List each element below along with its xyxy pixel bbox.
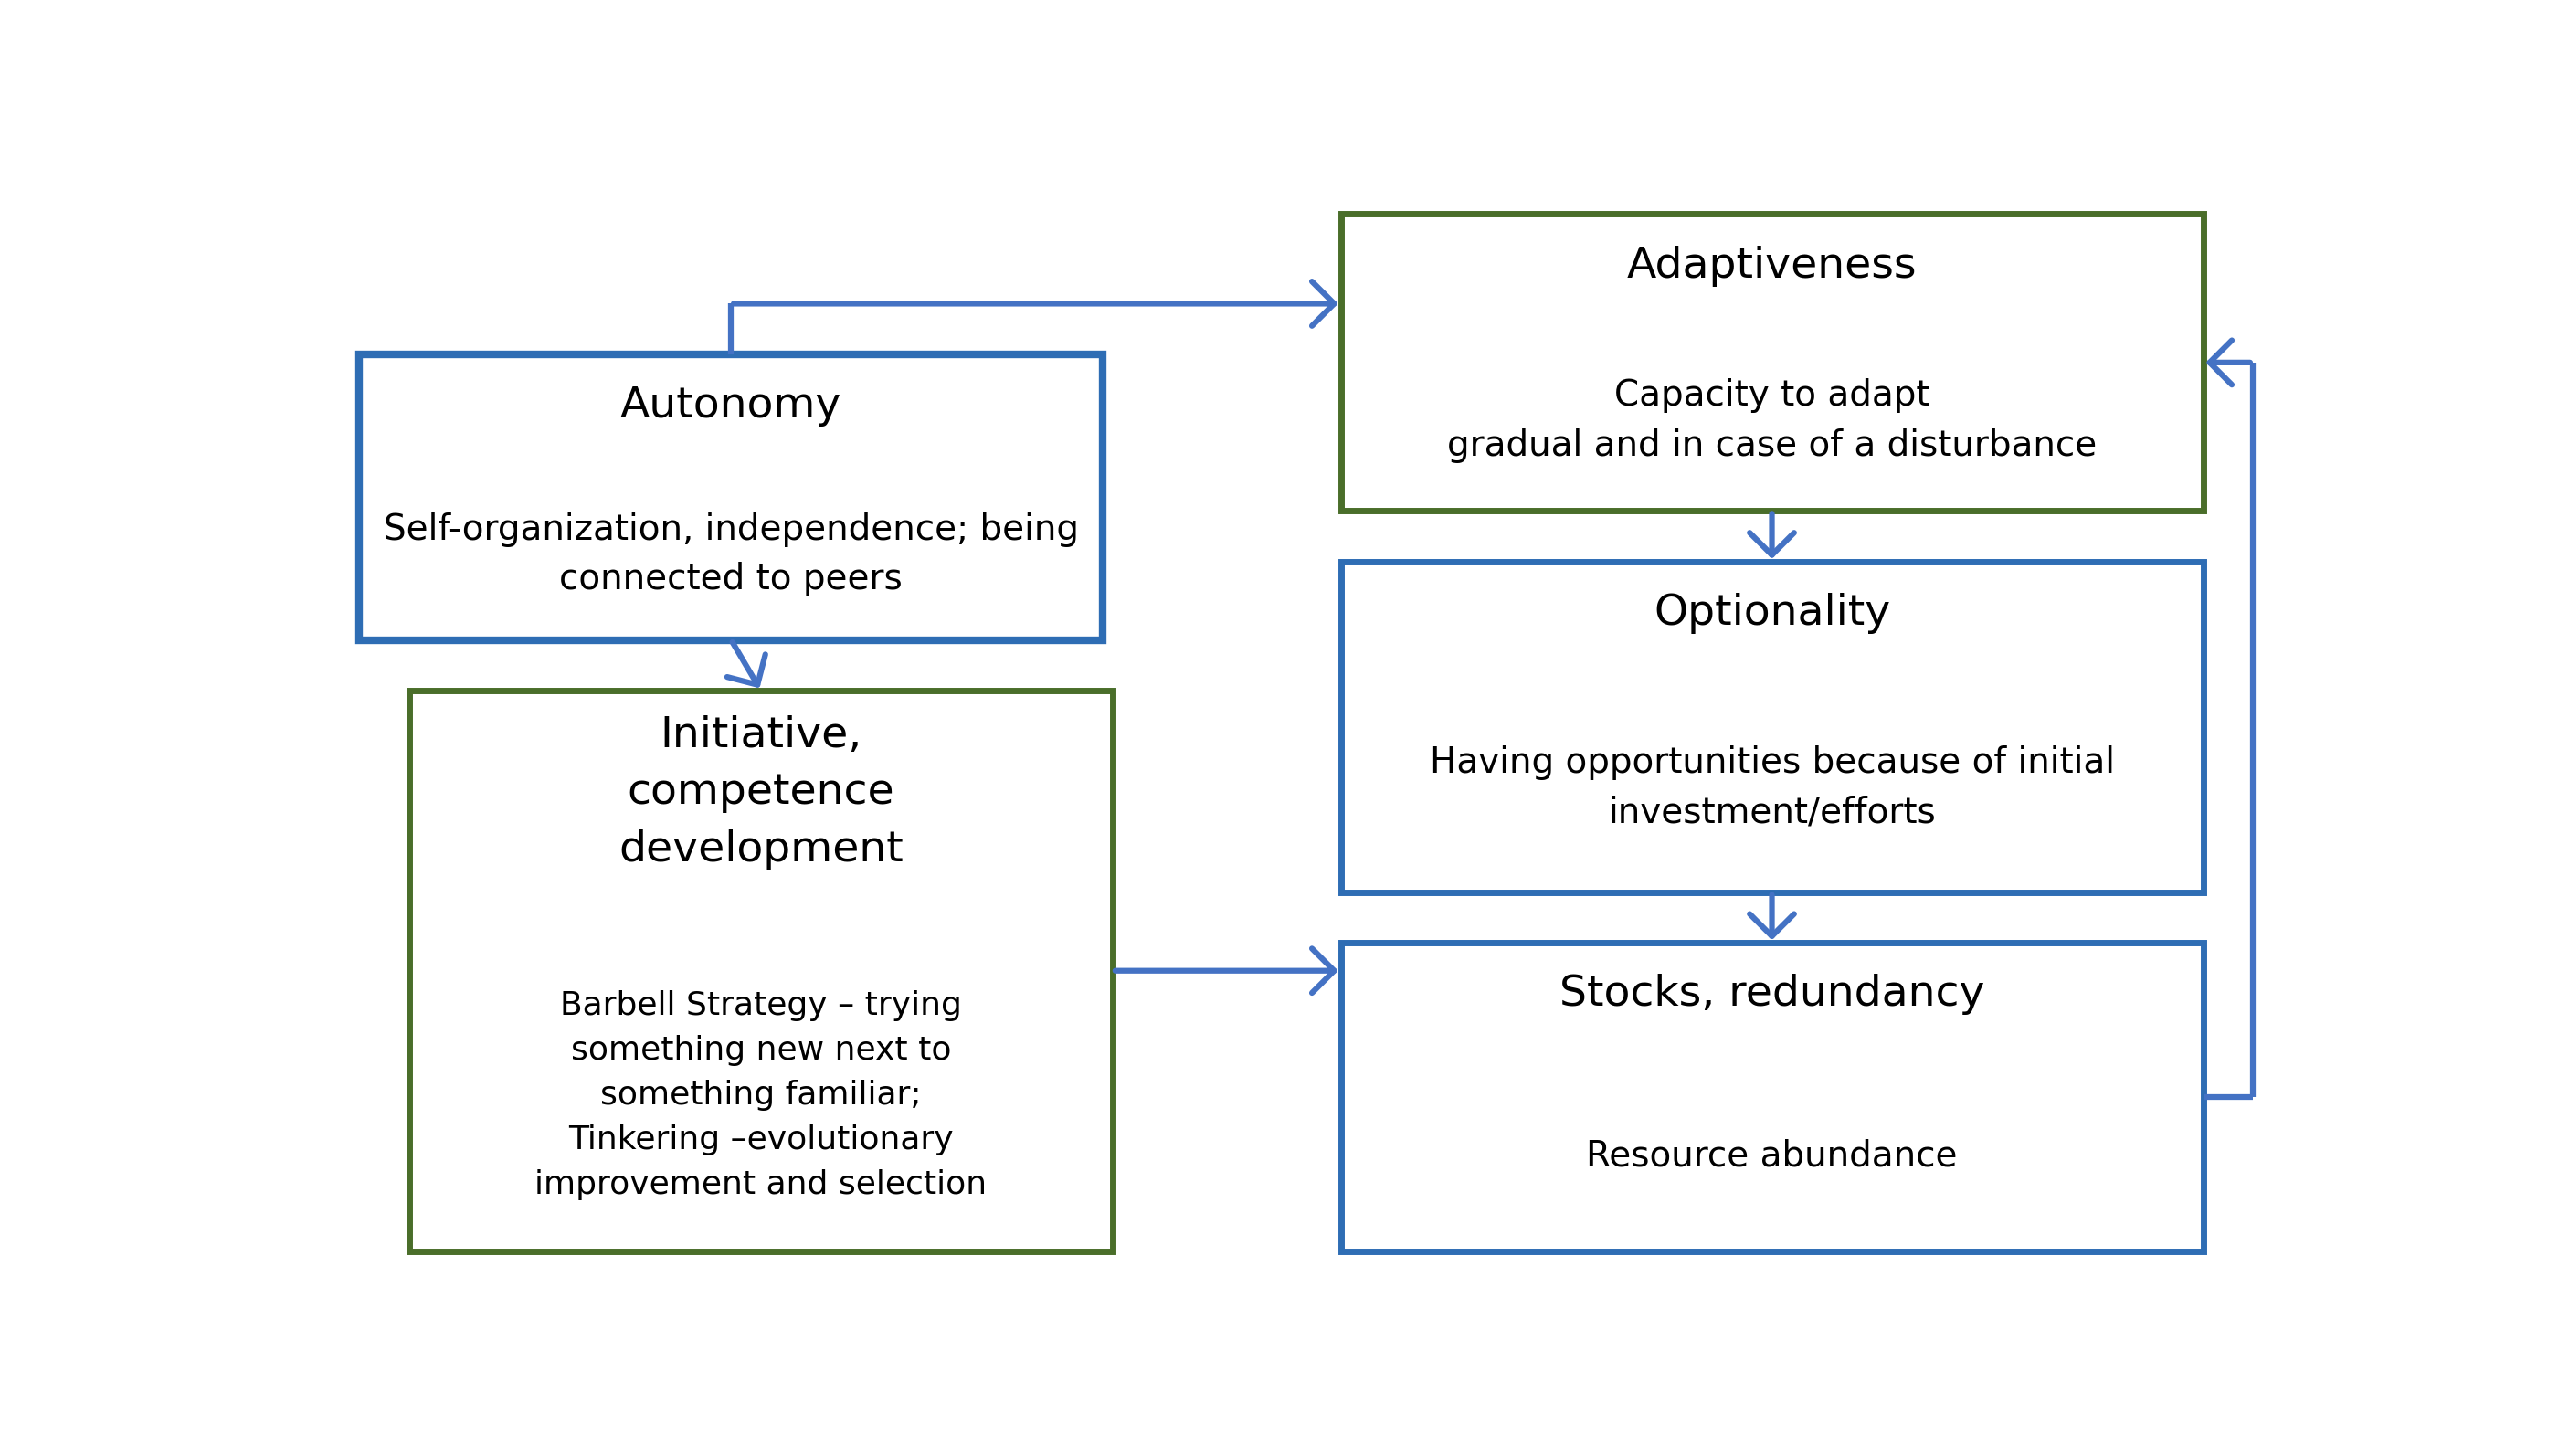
Text: Autonomy: Autonomy [622,386,842,427]
Text: Resource abundance: Resource abundance [1586,1139,1957,1174]
FancyBboxPatch shape [1340,214,2202,511]
Text: Self-organization, independence; being
connected to peers: Self-organization, independence; being c… [384,513,1079,597]
Text: Optionality: Optionality [1652,593,1890,633]
FancyBboxPatch shape [409,690,1113,1251]
FancyBboxPatch shape [358,354,1102,641]
FancyBboxPatch shape [1340,562,2202,893]
Text: Barbell Strategy – trying
something new next to
something familiar;
Tinkering –e: Barbell Strategy – trying something new … [535,990,987,1200]
Text: Initiative,
competence
development: Initiative, competence development [619,715,903,871]
Text: Stocks, redundancy: Stocks, redundancy [1560,974,1985,1015]
Text: Having opportunities because of initial
investment/efforts: Having opportunities because of initial … [1430,745,2115,830]
FancyBboxPatch shape [1340,942,2202,1251]
Text: Capacity to adapt
gradual and in case of a disturbance: Capacity to adapt gradual and in case of… [1448,379,2098,463]
Text: Adaptiveness: Adaptiveness [1627,246,1916,287]
